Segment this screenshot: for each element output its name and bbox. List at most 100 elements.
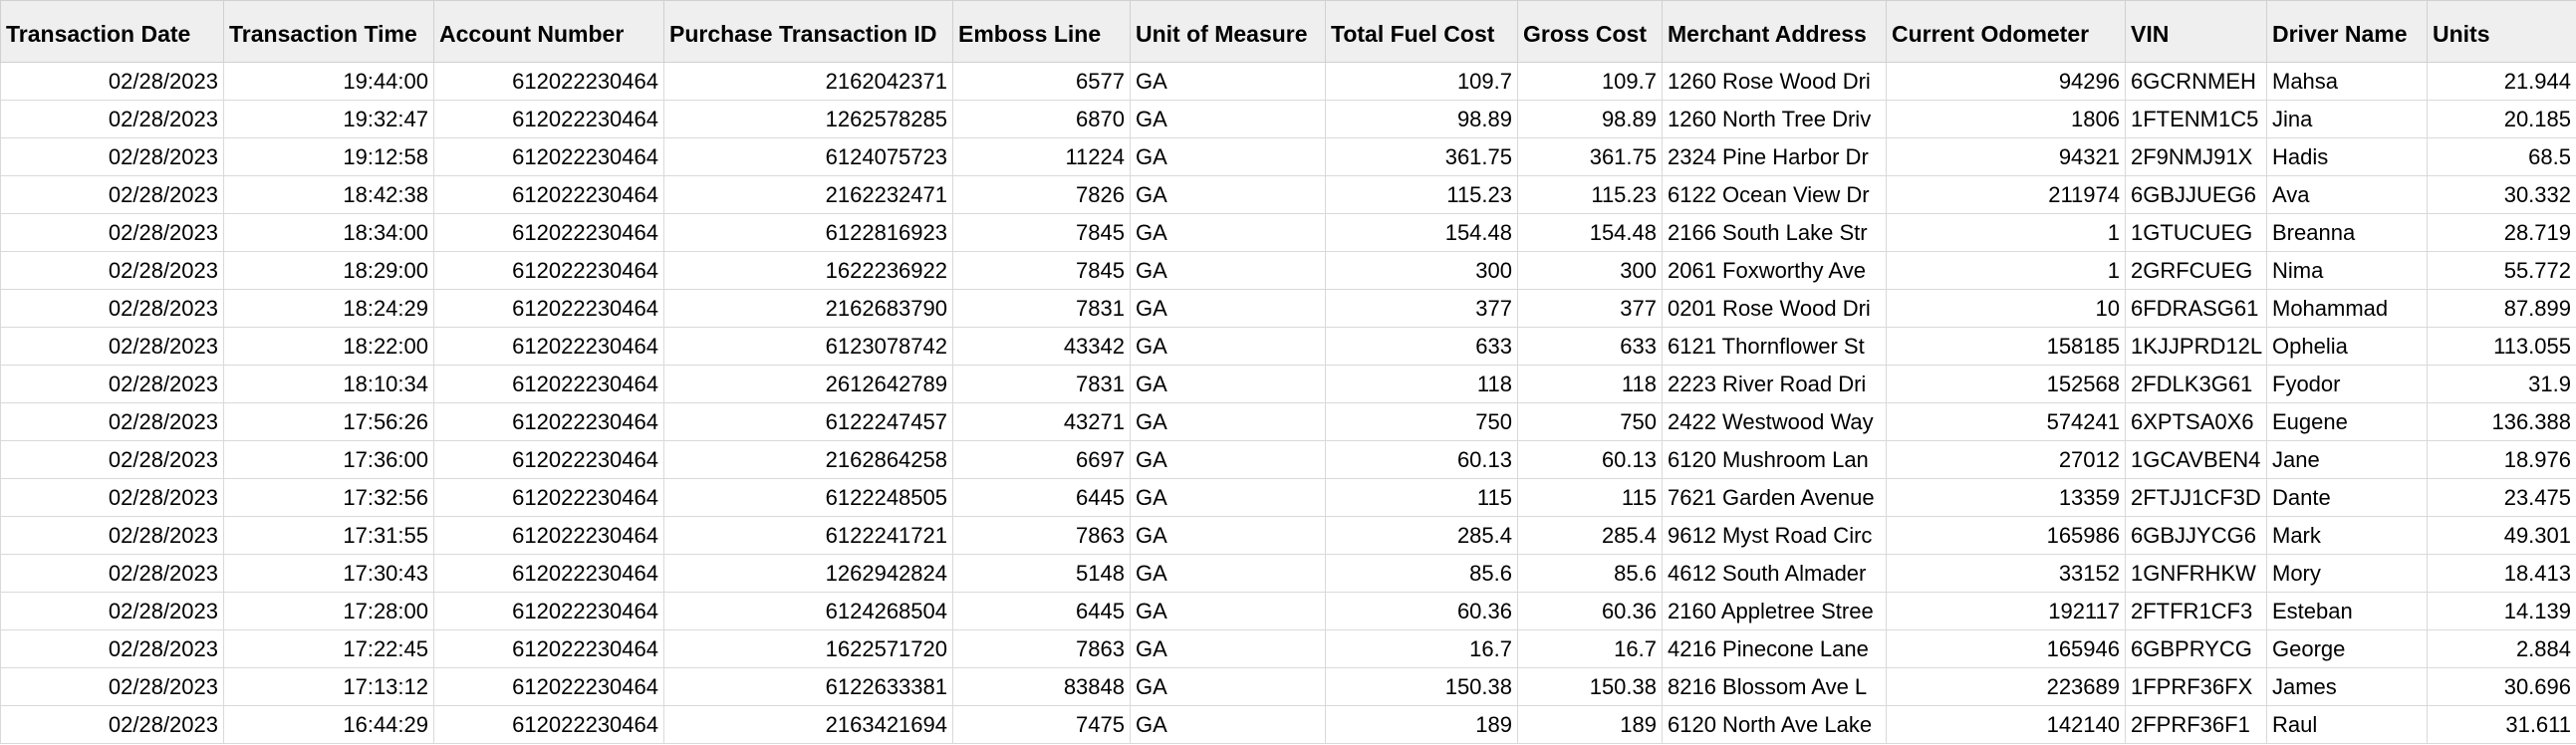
cell-merchant[interactable]: 1260 Rose Wood Dri [1662,62,1887,101]
column-header-units[interactable]: Units [2427,0,2576,63]
cell-date[interactable]: 02/28/2023 [0,251,224,290]
cell-vin[interactable]: 1FPRF36FX [2125,667,2267,706]
cell-emboss[interactable]: 7863 [952,516,1131,555]
cell-purchase-id[interactable]: 2162864258 [663,440,953,479]
cell-time[interactable]: 18:42:38 [223,175,434,214]
cell-driver[interactable]: Jina [2266,100,2428,138]
cell-units[interactable]: 87.899 [2427,289,2576,328]
cell-date[interactable]: 02/28/2023 [0,440,224,479]
cell-date[interactable]: 02/28/2023 [0,327,224,366]
cell-units[interactable]: 68.5 [2427,137,2576,176]
cell-merchant[interactable]: 2166 South Lake Str [1662,213,1887,252]
cell-purchase-id[interactable]: 6123078742 [663,327,953,366]
cell-driver[interactable]: Dante [2266,478,2428,517]
cell-emboss[interactable]: 6870 [952,100,1131,138]
cell-odometer[interactable]: 1 [1886,251,2126,290]
cell-uom[interactable]: GA [1130,592,1326,630]
cell-vin[interactable]: 1FTENM1C5 [2125,100,2267,138]
cell-odometer[interactable]: 574241 [1886,402,2126,441]
cell-time[interactable]: 18:34:00 [223,213,434,252]
cell-account[interactable]: 612022230464 [433,213,664,252]
cell-gross-cost[interactable]: 16.7 [1517,629,1663,668]
cell-driver[interactable]: Hadis [2266,137,2428,176]
cell-driver[interactable]: Fyodor [2266,365,2428,403]
cell-purchase-id[interactable]: 2162042371 [663,62,953,101]
cell-driver[interactable]: Mahsa [2266,62,2428,101]
cell-units[interactable]: 31.611 [2427,705,2576,744]
cell-merchant[interactable]: 6121 Thornflower St [1662,327,1887,366]
cell-merchant[interactable]: 7621 Garden Avenue [1662,478,1887,517]
cell-date[interactable]: 02/28/2023 [0,667,224,706]
column-header-uom[interactable]: Unit of Measure [1130,0,1326,63]
cell-date[interactable]: 02/28/2023 [0,705,224,744]
cell-driver[interactable]: Breanna [2266,213,2428,252]
cell-odometer[interactable]: 152568 [1886,365,2126,403]
cell-account[interactable]: 612022230464 [433,554,664,593]
cell-driver[interactable]: George [2266,629,2428,668]
cell-vin[interactable]: 1GCAVBEN4 [2125,440,2267,479]
cell-time[interactable]: 18:10:34 [223,365,434,403]
cell-purchase-id[interactable]: 1262942824 [663,554,953,593]
cell-emboss[interactable]: 6697 [952,440,1131,479]
cell-account[interactable]: 612022230464 [433,289,664,328]
column-header-driver[interactable]: Driver Name [2266,0,2428,63]
column-header-fuel-cost[interactable]: Total Fuel Cost [1325,0,1518,63]
cell-time[interactable]: 17:30:43 [223,554,434,593]
cell-fuel-cost[interactable]: 150.38 [1325,667,1518,706]
cell-fuel-cost[interactable]: 118 [1325,365,1518,403]
cell-fuel-cost[interactable]: 85.6 [1325,554,1518,593]
cell-fuel-cost[interactable]: 189 [1325,705,1518,744]
cell-vin[interactable]: 2FTFR1CF3 [2125,592,2267,630]
cell-odometer[interactable]: 211974 [1886,175,2126,214]
cell-odometer[interactable]: 10 [1886,289,2126,328]
cell-merchant[interactable]: 4612 South Almader [1662,554,1887,593]
cell-account[interactable]: 612022230464 [433,175,664,214]
cell-purchase-id[interactable]: 6122816923 [663,213,953,252]
cell-driver[interactable]: Ava [2266,175,2428,214]
cell-account[interactable]: 612022230464 [433,402,664,441]
cell-emboss[interactable]: 83848 [952,667,1131,706]
cell-units[interactable]: 49.301 [2427,516,2576,555]
cell-odometer[interactable]: 33152 [1886,554,2126,593]
cell-vin[interactable]: 1KJJPRD12L [2125,327,2267,366]
cell-gross-cost[interactable]: 115.23 [1517,175,1663,214]
cell-date[interactable]: 02/28/2023 [0,402,224,441]
cell-gross-cost[interactable]: 60.36 [1517,592,1663,630]
cell-uom[interactable]: GA [1130,251,1326,290]
cell-purchase-id[interactable]: 2163421694 [663,705,953,744]
cell-date[interactable]: 02/28/2023 [0,62,224,101]
cell-vin[interactable]: 6FDRASG61 [2125,289,2267,328]
column-header-account[interactable]: Account Number [433,0,664,63]
cell-emboss[interactable]: 6445 [952,592,1131,630]
cell-emboss[interactable]: 43342 [952,327,1131,366]
cell-gross-cost[interactable]: 154.48 [1517,213,1663,252]
cell-emboss[interactable]: 7845 [952,251,1131,290]
column-header-vin[interactable]: VIN [2125,0,2267,63]
cell-merchant[interactable]: 0201 Rose Wood Dri [1662,289,1887,328]
cell-time[interactable]: 17:31:55 [223,516,434,555]
cell-merchant[interactable]: 4216 Pinecone Lane [1662,629,1887,668]
cell-uom[interactable]: GA [1130,554,1326,593]
cell-time[interactable]: 17:56:26 [223,402,434,441]
cell-uom[interactable]: GA [1130,327,1326,366]
cell-odometer[interactable]: 94321 [1886,137,2126,176]
cell-odometer[interactable]: 165946 [1886,629,2126,668]
cell-uom[interactable]: GA [1130,440,1326,479]
cell-uom[interactable]: GA [1130,213,1326,252]
cell-purchase-id[interactable]: 1622571720 [663,629,953,668]
cell-merchant[interactable]: 2422 Westwood Way [1662,402,1887,441]
cell-vin[interactable]: 6GBJJYCG6 [2125,516,2267,555]
cell-uom[interactable]: GA [1130,365,1326,403]
cell-driver[interactable]: Ophelia [2266,327,2428,366]
cell-units[interactable]: 113.055 [2427,327,2576,366]
cell-fuel-cost[interactable]: 16.7 [1325,629,1518,668]
cell-uom[interactable]: GA [1130,629,1326,668]
cell-driver[interactable]: Nima [2266,251,2428,290]
cell-emboss[interactable]: 7475 [952,705,1131,744]
cell-units[interactable]: 20.185 [2427,100,2576,138]
cell-emboss[interactable]: 43271 [952,402,1131,441]
cell-odometer[interactable]: 1 [1886,213,2126,252]
cell-merchant[interactable]: 6120 Mushroom Lan [1662,440,1887,479]
cell-driver[interactable]: Jane [2266,440,2428,479]
